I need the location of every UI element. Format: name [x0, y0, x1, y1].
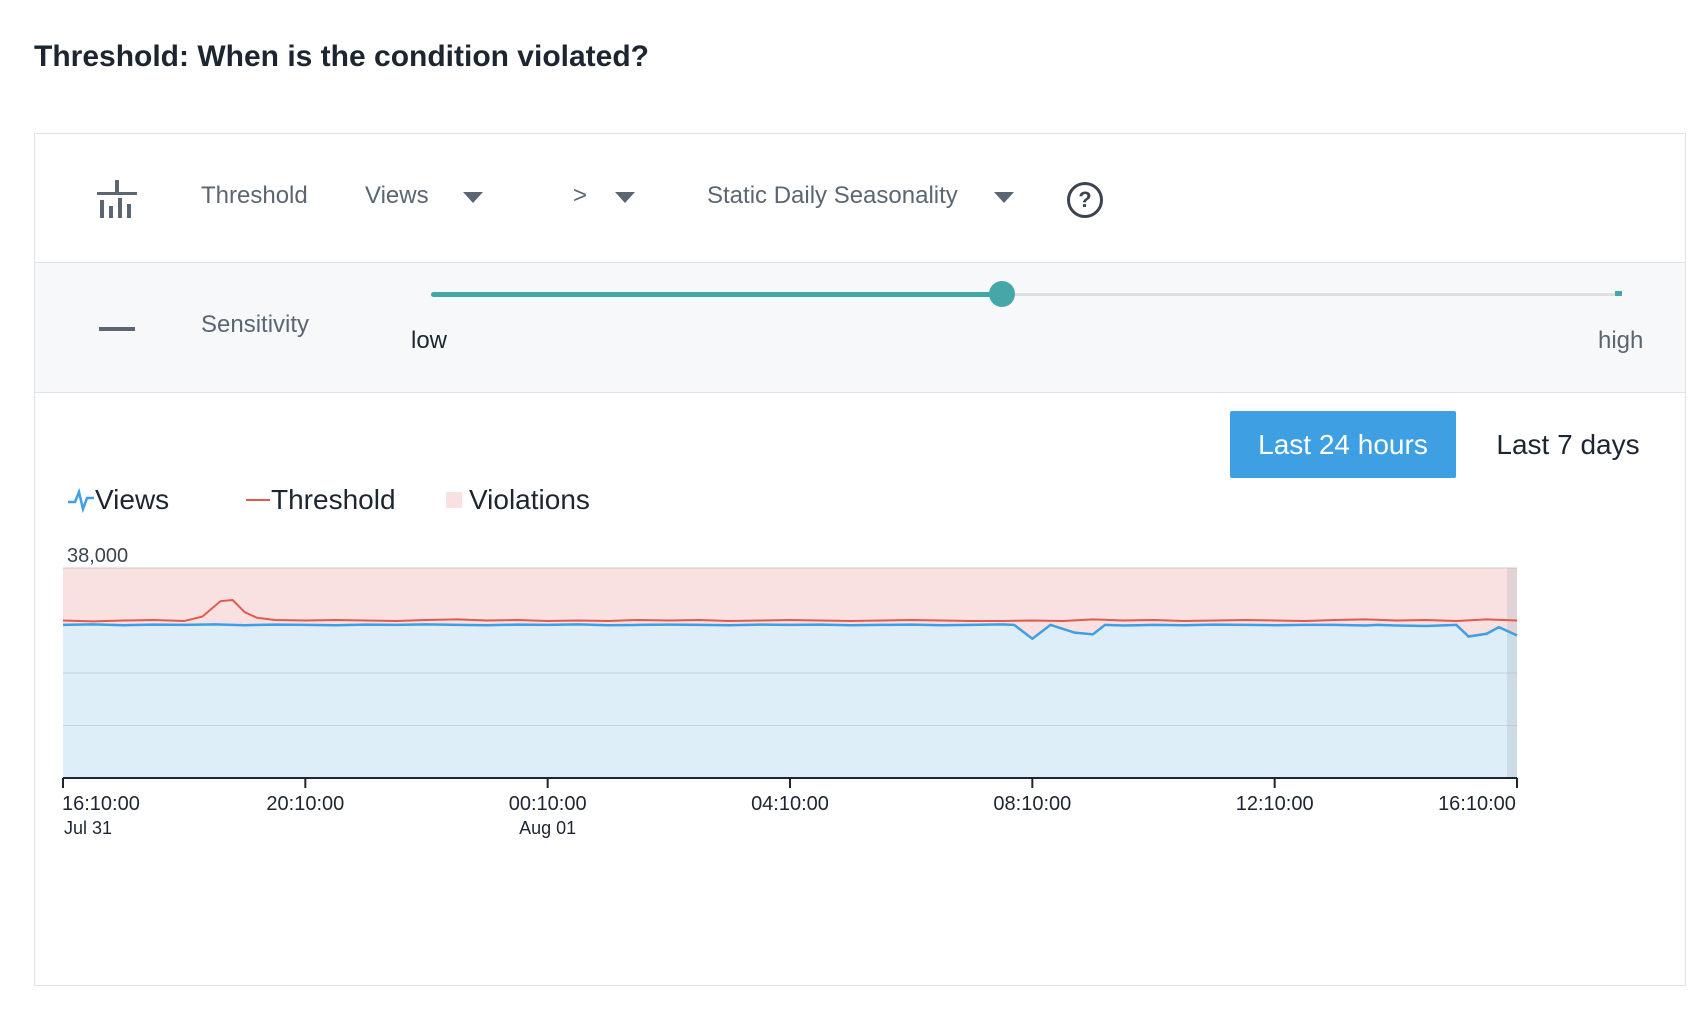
sensitivity-slider-track[interactable] [431, 293, 1621, 296]
sensitivity-slider-thumb[interactable] [989, 281, 1016, 307]
x-axis-tick-label: 16:10:00 [62, 793, 140, 815]
legend-item-threshold[interactable]: Threshold [245, 484, 396, 516]
line-swatch-icon [246, 499, 270, 501]
legend-item-views[interactable]: Views [67, 484, 169, 516]
legend-label-views: Views [95, 484, 170, 515]
minus-icon[interactable] [99, 327, 135, 331]
threshold-line [62, 599, 1518, 623]
sensitivity-label: Sensitivity [201, 311, 310, 338]
metric-dropdown[interactable]: Views [365, 174, 495, 219]
sensitivity-slider-fill [431, 292, 1003, 297]
condition-row: Threshold Views > Static Daily Seasonali… [35, 134, 1685, 263]
condition-panel: Threshold Views > Static Daily Seasonali… [34, 133, 1686, 986]
mode-dropdown[interactable]: Static Daily Seasonality [707, 174, 1027, 219]
square-swatch-icon [446, 492, 462, 508]
views-threshold-chart: 38,000 16:10:00 Jul 31 20:10:00 00:10:00 Aug… [62, 545, 1518, 838]
legend-label-threshold: Threshold [271, 484, 396, 515]
condition-type-label: Threshold [201, 182, 308, 209]
x-axis-tick-label: 00:10:00 [509, 793, 587, 815]
threshold-bars-icon [97, 180, 137, 218]
chevron-down-icon [463, 192, 483, 203]
sensitivity-low-label: low [411, 327, 448, 354]
sensitivity-high-label: high [1598, 327, 1644, 354]
x-axis-tick-label: 08:10:00 [993, 793, 1071, 815]
mode-dropdown-value: Static Daily Seasonality [707, 182, 958, 209]
views-line [62, 623, 1518, 641]
page-title: Threshold: When is the condition violate… [34, 40, 649, 73]
last-7-days-button[interactable]: Last 7 days [1478, 411, 1658, 478]
views-area [63, 624, 1517, 778]
sensitivity-row: Sensitivity [35, 263, 1685, 393]
pulse-line-icon [68, 487, 94, 514]
y-axis-max-label: 38,000 [67, 545, 128, 567]
chart-right-edge [1507, 568, 1517, 778]
help-circle-icon[interactable]: ? [1067, 182, 1103, 218]
x-axis-tick-label: 04:10:00 [751, 793, 829, 815]
last-24-hours-button[interactable]: Last 24 hours [1230, 411, 1456, 478]
x-axis-tick-label: 12:10:00 [1236, 793, 1314, 815]
operator-dropdown-value: > [573, 182, 588, 209]
metric-dropdown-value: Views [365, 182, 429, 209]
legend-label-violations: Violations [469, 484, 590, 515]
chevron-down-icon [615, 192, 635, 203]
legend-item-violations[interactable]: Violations [443, 484, 590, 516]
operator-dropdown[interactable]: > [573, 174, 653, 219]
x-axis-date-label: Jul 31 [64, 818, 112, 838]
sensitivity-slider-end [1615, 291, 1622, 296]
chevron-down-icon [994, 192, 1014, 203]
x-axis-tick-label: 20:10:00 [266, 793, 344, 815]
x-axis-tick-label: 16:10:00 [1438, 793, 1516, 815]
x-axis-date-label: Aug 01 [519, 818, 576, 838]
